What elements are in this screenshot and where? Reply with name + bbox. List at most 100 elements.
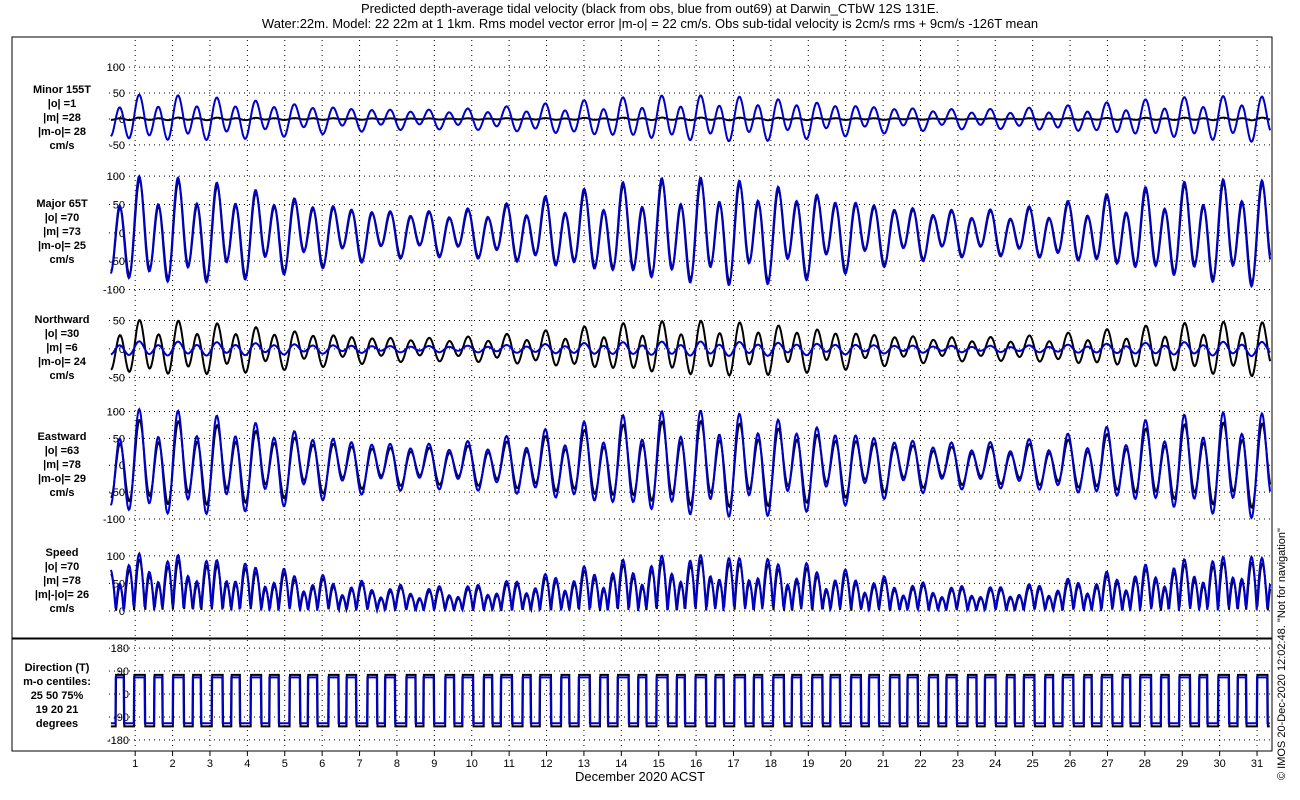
direction-frame [11,638,1273,752]
y-tick-labels: 100500-50100500-50-100500-50100500-50-10… [103,62,129,747]
x-tick-label: 26 [1064,758,1076,770]
grid-lines [109,40,1272,756]
y-tick-label: 0 [119,460,125,472]
x-tick-label: 28 [1139,758,1151,770]
x-tick-labels: 1 2 3 4 5 6 7 8 9 10 11 12 13 14 15 16 17 18 19 20 21 22 23 24 2… [132,758,1263,770]
series-lines [109,93,1272,728]
y-tick-label: -50 [109,140,125,152]
x-tick-label: 13 [578,758,590,770]
direction-tick-label: 90 [117,666,129,678]
model-series-line [110,93,1272,143]
x-axis-label: December 2020 ACST [574,769,706,784]
y-tick-label: 0 [119,114,125,126]
x-tick-label: 6 [319,758,325,770]
obs-series-line [110,319,1272,378]
x-tick-label: 21 [877,758,889,770]
x-tick-label: 24 [989,758,1001,770]
x-tick-label: 18 [765,758,777,770]
panel-label-line: cm/s [49,487,74,499]
panel-label-line: cm/s [49,254,74,266]
direction-label-line: m-o centiles: [23,676,91,688]
panel-labels: Minor 155T |o| =1 |m| =28 |m-o|= 28 cm/s Majo… [23,84,91,730]
y-tick-label: 0 [119,344,125,356]
y-tick-label: 100 [107,551,125,563]
panel-label-line: cm/s [49,370,74,382]
x-tick-label: 27 [1101,758,1113,770]
x-tick-label: 15 [653,758,665,770]
x-tick-label: 17 [727,758,739,770]
direction-tick-label: 0 [123,689,129,701]
panel-label-line: |o| =30 [45,328,80,340]
panel-label-line: Northward [35,314,90,326]
panel-label-line: |m| =28 [43,112,81,124]
x-tick-label: 22 [914,758,926,770]
panel-label-line: Minor 155T [33,84,91,96]
direction-label-line: Direction (T) [25,662,90,674]
x-tick-label: 30 [1214,758,1226,770]
chart-title-line-2: Water:22m. Model: 22 22m at 1 1km. Rms m… [261,16,1039,31]
y-tick-label: 100 [107,406,125,418]
y-tick-label: 100 [107,171,125,183]
panel-label-line: |m-o|= 29 [38,473,86,485]
chart-title-line-1: Predicted depth-average tidal velocity (… [360,1,940,16]
panel-label-line: |o| =70 [45,561,80,573]
panel-label-line: Eastward [38,431,87,443]
x-tick-label: 5 [282,758,288,770]
x-tick-label: 31 [1251,758,1263,770]
panel-label-line: |o| =1 [48,98,76,110]
y-tick-label: 0 [119,606,125,618]
panel-label-line: |m-o|= 25 [38,240,86,252]
panel-label-line: |m| =6 [46,342,78,354]
x-tick-label: 19 [802,758,814,770]
direction-tick-label: -180 [107,735,129,747]
x-tick-label: 25 [1027,758,1039,770]
direction-label-line: 25 50 75% [31,690,84,702]
panel-label-line: cm/s [49,140,74,152]
direction-label-line: 19 20 21 [36,704,79,716]
credit-text: © IMOS 20-Dec-2020 12:02:48. "Not for na… [1276,528,1288,780]
x-tick-label: 1 [132,758,138,770]
model-series-line [109,407,1272,520]
direction-model-line [110,676,1270,725]
x-tick-label: 16 [690,758,702,770]
panel-label-line: |m| =78 [43,459,81,471]
x-tick-label: 20 [840,758,852,770]
model-series-line [109,174,1272,289]
y-tick-label: -50 [109,256,125,268]
panel-label-line: |m|-|o|= 26 [35,589,89,601]
panel-label-line: |m-o|= 28 [38,126,86,138]
x-tick-label: 14 [615,758,627,770]
panel-label-line: |o| =63 [45,445,80,457]
x-tick-label: 3 [207,758,213,770]
y-tick-label: 0 [119,228,125,240]
y-tick-label: 50 [113,88,125,100]
x-tick-label: 8 [394,758,400,770]
y-tick-label: -50 [109,372,125,384]
x-tick-label: 2 [170,758,176,770]
panel-label-line: |m| =78 [43,575,81,587]
y-tick-label: 100 [107,62,125,74]
x-tick-label: 9 [431,758,437,770]
panel-label-line: Speed [45,547,78,559]
panel-label-line: cm/s [49,603,74,615]
obs-series-line [110,116,1271,122]
y-tick-label: -100 [103,514,125,526]
y-tick-label: 50 [113,316,125,328]
x-tick-label: 7 [356,758,362,770]
direction-tick-label: 180 [111,643,129,655]
panel-label-line: |m-o|= 24 [38,356,87,368]
direction-label-line: degrees [36,718,78,730]
main-frame [11,36,1273,639]
x-tick-label: 12 [540,758,552,770]
x-tick-label: 29 [1176,758,1188,770]
panel-label-line: |m| =73 [43,226,81,238]
direction-obs-line [110,673,1270,728]
y-tick-label: -100 [103,285,125,297]
x-tick-label: 23 [952,758,964,770]
panel-label-line: |o| =70 [45,212,80,224]
model-series-line [110,340,1271,358]
panel-label-line: Major 65T [36,198,88,210]
obs-series-line [110,418,1272,509]
x-tick-label: 11 [503,758,514,770]
